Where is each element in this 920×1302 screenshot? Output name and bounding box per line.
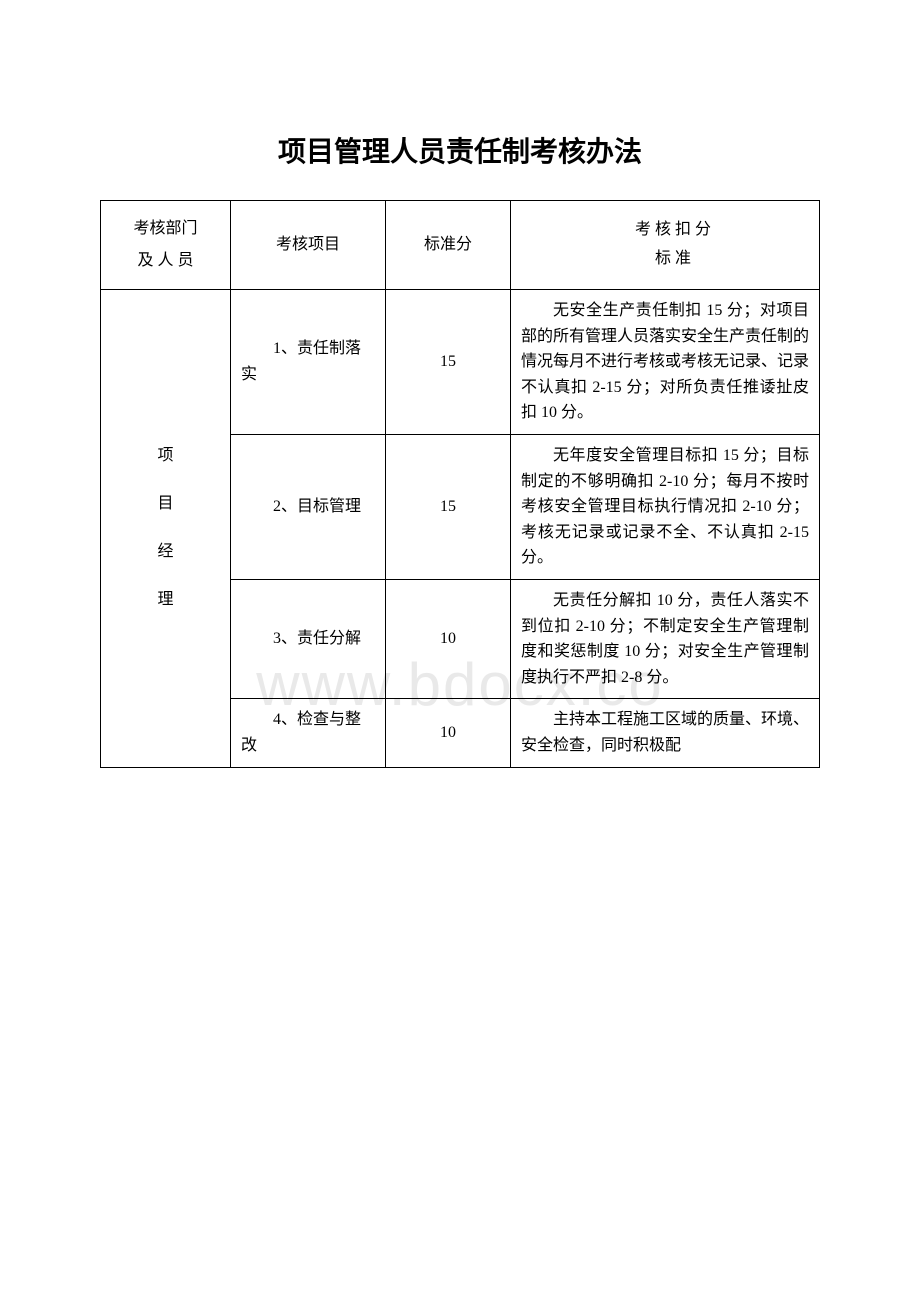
header-item: 考核项目: [231, 201, 386, 290]
table-header-row: 考核部门及 人 员 考核项目 标准分 考 核 扣 分标 准: [101, 201, 820, 290]
dept-cell: 项目经理: [101, 290, 231, 768]
item-cell: 3、责任分解: [231, 579, 386, 698]
header-score: 标准分: [386, 201, 511, 290]
header-dept-label: 考核部门及 人 员: [133, 220, 197, 269]
document-title: 项目管理人员责任制考核办法: [100, 130, 820, 170]
standard-cell: 无责任分解扣 10 分，责任人落实不到位扣 2-10 分；不制定安全生产管理制度…: [511, 579, 820, 698]
score-cell: 15: [386, 434, 511, 579]
item-cell: 1、责任制落实: [231, 290, 386, 435]
score-cell: 15: [386, 290, 511, 435]
standard-cell: 无年度安全管理目标扣 15 分；目标制定的不够明确扣 2-10 分；每月不按时考…: [511, 434, 820, 579]
item-cell: 2、目标管理: [231, 434, 386, 579]
standard-cell: 无安全生产责任制扣 15 分；对项目部的所有管理人员落实安全生产责任制的情况每月…: [511, 290, 820, 435]
header-standard: 考 核 扣 分标 准: [511, 201, 820, 290]
standard-cell: 主持本工程施工区域的质量、环境、安全检查，同时积极配: [511, 699, 820, 767]
assessment-table: 考核部门及 人 员 考核项目 标准分 考 核 扣 分标 准 项目经理 1、责任制…: [100, 200, 820, 768]
item-cell: 4、检查与整改: [231, 699, 386, 767]
dept-label: 项目经理: [157, 447, 173, 608]
score-cell: 10: [386, 579, 511, 698]
table-row: 项目经理 1、责任制落实 15 无安全生产责任制扣 15 分；对项目部的所有管理…: [101, 290, 820, 435]
header-dept: 考核部门及 人 员: [101, 201, 231, 290]
score-cell: 10: [386, 699, 511, 767]
header-standard-label: 考 核 扣 分标 准: [635, 221, 711, 267]
